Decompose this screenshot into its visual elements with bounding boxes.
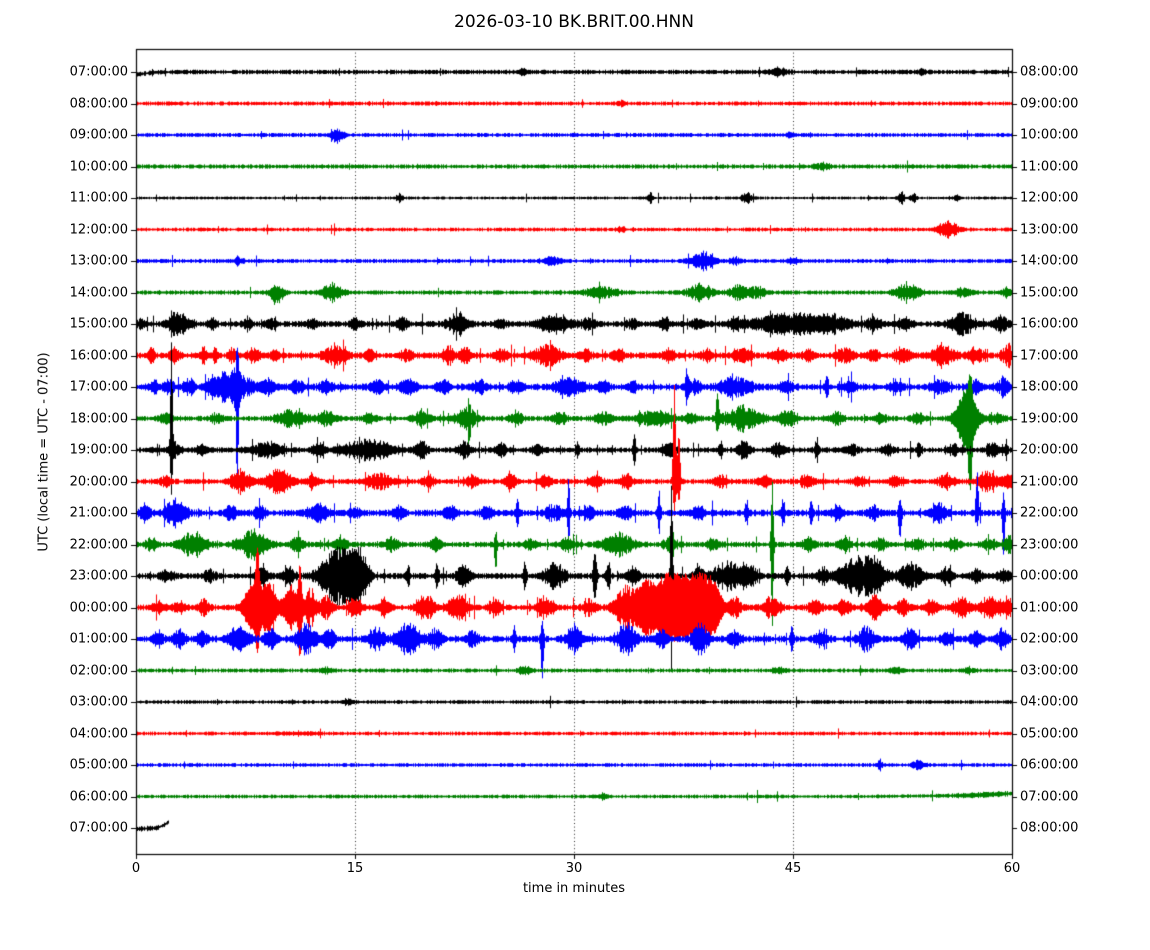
right-time-label: 04:00:00	[1020, 694, 1079, 710]
left-time-label: 11:00:00	[69, 190, 128, 206]
x-axis-label: time in minutes	[522, 881, 626, 896]
right-time-label: 09:00:00	[1020, 96, 1079, 111]
chart-title: 2026-03-10 BK.BRIT.00.HNN	[454, 12, 694, 32]
left-time-label: 10:00:00	[69, 159, 128, 174]
right-time-label: 19:00:00	[1020, 411, 1079, 426]
right-time-label: 07:00:00	[1020, 789, 1079, 804]
left-time-label: 04:00:00	[69, 726, 128, 741]
left-time-label: 20:00:00	[69, 474, 128, 489]
right-time-label: 05:00:00	[1020, 726, 1079, 741]
right-time-label: 14:00:00	[1020, 253, 1079, 269]
left-time-label: 01:00:00	[69, 631, 128, 647]
x-tick-label: 45	[784, 861, 802, 876]
left-time-label: 19:00:00	[69, 442, 128, 458]
left-time-label: 16:00:00	[69, 348, 128, 363]
right-time-label: 15:00:00	[1020, 285, 1079, 300]
right-time-label: 08:00:00	[1020, 820, 1079, 836]
left-time-label: 06:00:00	[69, 789, 128, 804]
right-time-label: 23:00:00	[1020, 537, 1079, 552]
left-time-label: 13:00:00	[69, 253, 128, 269]
left-time-label: 18:00:00	[69, 411, 128, 426]
left-time-label: 09:00:00	[69, 127, 128, 143]
left-time-label: 08:00:00	[69, 96, 128, 111]
right-time-label: 02:00:00	[1020, 631, 1079, 647]
right-time-label: 01:00:00	[1020, 600, 1079, 615]
left-time-label: 23:00:00	[69, 568, 128, 584]
left-time-label: 03:00:00	[69, 694, 128, 710]
x-tick-label: 30	[565, 861, 583, 876]
left-time-label: 00:00:00	[69, 600, 128, 615]
right-time-label: 10:00:00	[1020, 127, 1079, 143]
right-time-label: 13:00:00	[1020, 222, 1079, 237]
left-time-label: 15:00:00	[69, 316, 128, 332]
left-time-label: 21:00:00	[69, 505, 128, 521]
right-time-label: 16:00:00	[1020, 316, 1079, 332]
left-time-label: 07:00:00	[69, 820, 128, 836]
x-tick-label: 60	[1003, 861, 1021, 876]
right-time-label: 12:00:00	[1020, 190, 1079, 206]
left-time-label: 05:00:00	[69, 757, 128, 773]
right-time-label: 03:00:00	[1020, 663, 1079, 678]
right-time-label: 21:00:00	[1020, 474, 1079, 489]
left-time-label: 07:00:00	[69, 64, 128, 80]
left-time-label: 02:00:00	[69, 663, 128, 678]
right-time-label: 22:00:00	[1020, 505, 1079, 521]
right-time-label: 20:00:00	[1020, 442, 1079, 458]
x-tick-label: 15	[346, 861, 364, 876]
left-time-label: 22:00:00	[69, 537, 128, 552]
x-tick-label: 0	[131, 861, 141, 876]
left-time-label: 12:00:00	[69, 222, 128, 237]
right-time-label: 06:00:00	[1020, 757, 1079, 773]
left-time-label: 17:00:00	[69, 379, 128, 395]
right-time-label: 08:00:00	[1020, 64, 1079, 80]
left-time-label: 14:00:00	[69, 285, 128, 300]
right-time-label: 00:00:00	[1020, 568, 1079, 584]
right-time-label: 11:00:00	[1020, 159, 1079, 174]
right-time-label: 17:00:00	[1020, 348, 1079, 363]
right-time-label: 18:00:00	[1020, 379, 1079, 395]
